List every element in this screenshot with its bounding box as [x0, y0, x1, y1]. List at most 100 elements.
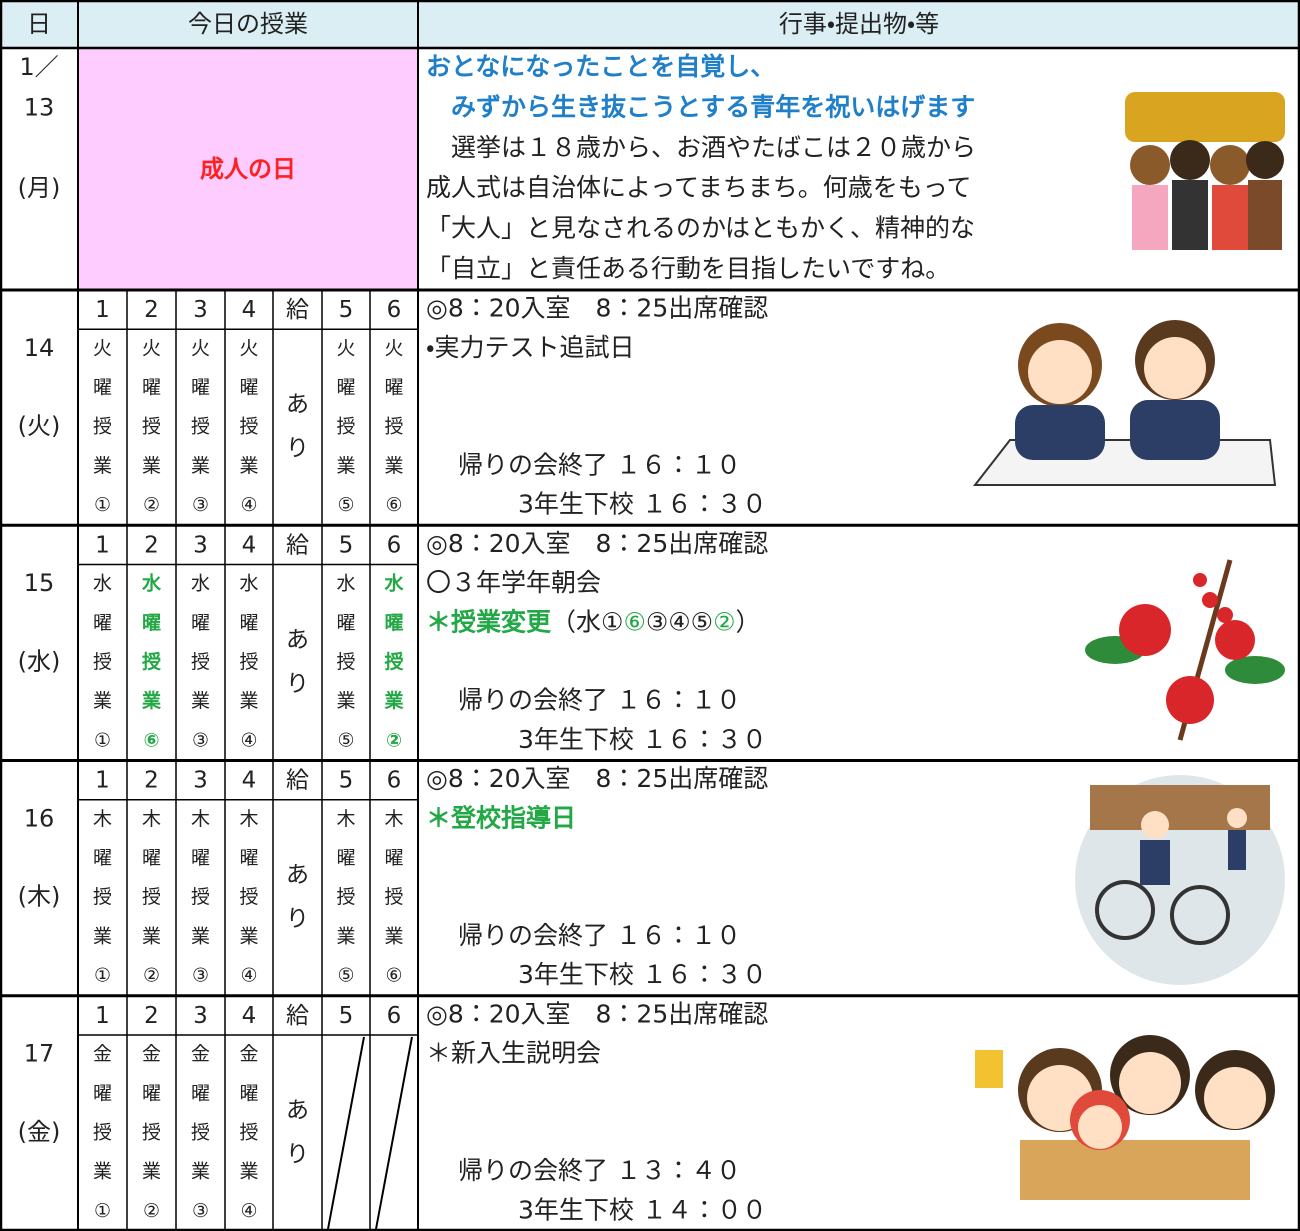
class-cell: ① — [94, 1200, 111, 1222]
event-line: 帰りの会終了 １６：１０ — [458, 686, 741, 715]
period-number: 1 — [95, 297, 110, 323]
class-cell: 授 — [336, 651, 355, 673]
class-cell: 業 — [142, 1161, 161, 1183]
class-cell: 曜 — [93, 612, 112, 634]
class-cell: ① — [94, 729, 111, 751]
event-text: 帰りの会終了 １６：１０ — [458, 921, 741, 950]
class-cell: ⑤ — [337, 965, 354, 987]
period-number: 6 — [387, 297, 402, 323]
class-cell: ④ — [240, 729, 257, 751]
illustration-party — [975, 1035, 1275, 1200]
class-cell: 曜 — [384, 612, 403, 634]
class-cell: 曜 — [93, 377, 112, 399]
class-cell: 授 — [142, 416, 161, 438]
event-line: 帰りの会終了 １６：１０ — [458, 921, 741, 950]
header-row: 日 今日の授業 行事・提出物・等 — [27, 10, 939, 38]
class-cell: 水 — [191, 573, 210, 595]
class-cell: 曜 — [191, 1082, 210, 1104]
class-cell: 曜 — [239, 847, 258, 869]
class-cell: 曜 — [191, 377, 210, 399]
class-cell: 業 — [336, 455, 355, 477]
class-cell: 木 — [191, 808, 210, 830]
period-number: 給 — [286, 297, 309, 323]
class-cell: 業 — [141, 689, 162, 712]
period-number: 1 — [95, 768, 110, 794]
period-number: 6 — [387, 768, 402, 794]
header-date: 日 — [27, 10, 51, 38]
period-number: 3 — [193, 297, 208, 323]
class-cell: 授 — [239, 651, 258, 673]
event-text: 3年生下校 １６：３０ — [518, 490, 767, 519]
illustration-cycling — [1075, 775, 1285, 985]
class-cell: ③ — [192, 729, 209, 751]
event-text: 成人式は自治体によってまちまち。何歳をもって — [426, 173, 972, 202]
holiday-background — [78, 48, 418, 290]
event-line: おとなになったことを自覚し、 — [426, 52, 775, 81]
class-cell: ① — [94, 494, 111, 516]
event-line: 「自立」と責任ある行動を目指したいですね。 — [426, 254, 950, 283]
class-cell: ④ — [240, 965, 257, 987]
period-number: 4 — [242, 1003, 257, 1029]
class-cell: 業 — [336, 925, 355, 947]
class-cell: 業 — [142, 455, 161, 477]
class-cell: 授 — [191, 651, 210, 673]
date-label: (木) — [18, 883, 61, 911]
class-cell: 業 — [191, 690, 210, 712]
class-cell: 業 — [384, 925, 403, 947]
event-text: ⑥ — [623, 607, 645, 636]
period-number: 2 — [144, 1003, 159, 1029]
event-line: 3年生下校 １６：３０ — [518, 725, 767, 754]
class-cell: 木 — [384, 808, 403, 830]
period-number: 2 — [144, 532, 159, 558]
period-number: 2 — [144, 768, 159, 794]
class-cell: 業 — [93, 455, 112, 477]
event-line: 帰りの会終了 １６：１０ — [458, 450, 741, 479]
class-cell: ⑤ — [337, 494, 354, 516]
event-text: 帰りの会終了 １６：１０ — [458, 450, 741, 479]
date-label: 17 — [24, 1040, 55, 1068]
class-cell: 曜 — [93, 1082, 112, 1104]
period-number: 1 — [95, 532, 110, 558]
event-text: 「自立」と責任ある行動を目指したいですね。 — [426, 254, 950, 283]
class-cell: 火 — [93, 337, 112, 359]
class-cell: 曜 — [93, 847, 112, 869]
class-cell: ⑥ — [385, 965, 402, 987]
class-cell: 授 — [239, 1121, 258, 1143]
event-line: ◎8：20入室 8：25出席確認 — [426, 294, 768, 323]
event-text: （水① — [551, 607, 623, 636]
class-cell: 水 — [93, 573, 112, 595]
class-cell: 業 — [191, 925, 210, 947]
class-cell: 曜 — [191, 847, 210, 869]
class-cell: 授 — [191, 416, 210, 438]
event-line: ・実力テスト追試日 — [426, 333, 635, 362]
event-text: 帰りの会終了 １６：１０ — [458, 686, 741, 715]
class-cell: 金 — [239, 1043, 258, 1065]
class-cell: 授 — [93, 1121, 112, 1143]
period-number: 5 — [339, 1003, 354, 1029]
event-line: 選挙は１８歳から、お酒やたばこは２０歳から — [426, 133, 976, 162]
class-cell: 木 — [336, 808, 355, 830]
period-number: 3 — [193, 1003, 208, 1029]
date-label: (火) — [18, 412, 61, 440]
class-cell: 業 — [239, 1161, 258, 1183]
period-number: 給 — [286, 768, 309, 794]
class-cell: 曜 — [142, 1082, 161, 1104]
period-number: 1 — [95, 1003, 110, 1029]
class-cell: 授 — [191, 886, 210, 908]
class-cell: 曜 — [336, 847, 355, 869]
lunch-text: あ — [286, 862, 309, 888]
class-cell: 業 — [239, 690, 258, 712]
lunch-text: あ — [286, 1097, 309, 1123]
header-events: 行事・提出物・等 — [779, 10, 939, 38]
class-cell: 業 — [383, 689, 404, 712]
class-cell: 業 — [239, 455, 258, 477]
class-cell: ① — [94, 965, 111, 987]
period-number: 給 — [286, 1003, 309, 1029]
event-text: 帰りの会終了 １３：４０ — [458, 1156, 741, 1185]
class-cell: 水 — [141, 573, 162, 595]
class-cell: ② — [143, 1200, 160, 1222]
class-cell: ② — [143, 965, 160, 987]
class-cell: ⑤ — [337, 729, 354, 751]
lunch-text: り — [286, 906, 309, 932]
